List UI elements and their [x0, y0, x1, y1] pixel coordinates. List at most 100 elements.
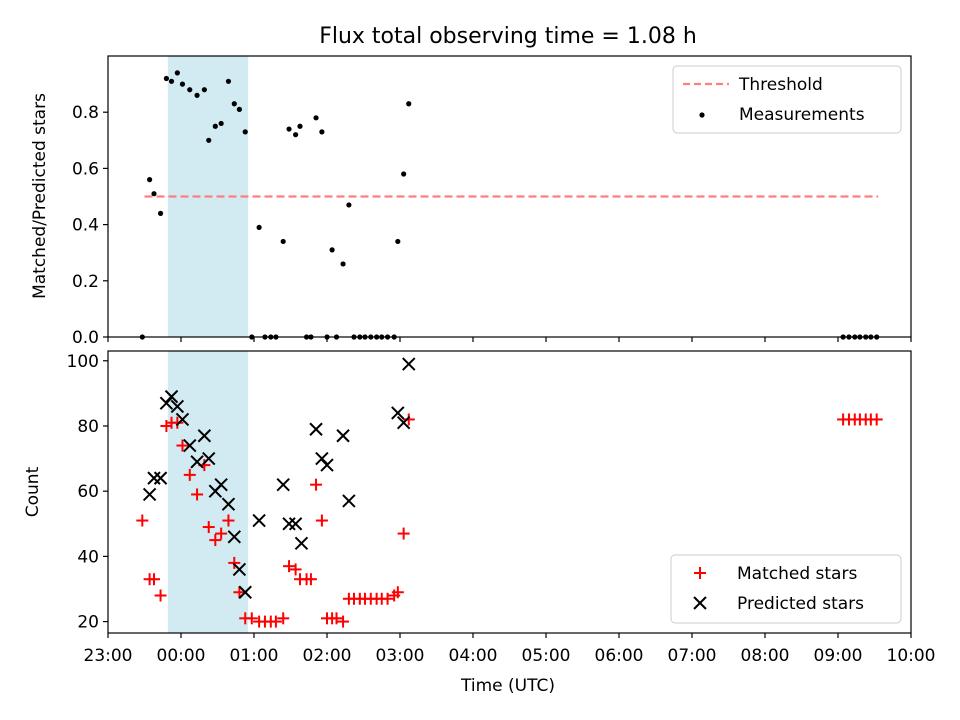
x-tick-label: 23:00 — [84, 646, 133, 666]
measurement-point — [174, 70, 180, 76]
x-tick-label: 07:00 — [668, 646, 717, 666]
predicted-star-point — [396, 416, 411, 430]
predicted-legend-label: Predicted stars — [737, 594, 864, 614]
bottom-y-axis-label: Count — [23, 466, 43, 517]
matched-legend-label: Matched stars — [737, 564, 857, 584]
x-tick-label: 08:00 — [741, 646, 790, 666]
top-y-axis-ticks: 0.0 0.2 0.4 0.6 0.8 — [72, 103, 108, 348]
predicted-star-point — [153, 471, 168, 485]
matched-star-point — [183, 468, 196, 481]
measurement-point — [346, 202, 352, 208]
predicted-star-point — [221, 497, 236, 511]
matched-legend-swatch — [694, 567, 706, 579]
predicted-star-point — [202, 451, 216, 466]
matched-star-point — [330, 612, 343, 625]
predicted-star-point — [320, 458, 334, 472]
x-tick-label: 01:00 — [230, 646, 279, 666]
matched-star-point — [215, 527, 228, 540]
top-axes-frame — [107, 55, 912, 338]
predicted-star-point — [336, 429, 350, 443]
predicted-star-point — [227, 530, 241, 544]
matched-star-point — [304, 573, 317, 586]
top-legend: Threshold Measurements — [672, 65, 902, 134]
measurement-point — [297, 123, 303, 129]
matched-star-point — [337, 615, 350, 628]
measurement-point — [280, 238, 286, 245]
count-panel: 20 40 60 80 100 23:00 00:00 01:00 02:00 03:00 04:… — [23, 350, 936, 696]
predicted-star-point — [183, 438, 197, 453]
measurement-point — [340, 261, 346, 267]
predicted-star-point — [402, 357, 416, 371]
x-axis-label: Time (UTC) — [460, 676, 555, 696]
top-x-axis-ticks — [107, 337, 912, 342]
matched-stars-points — [136, 413, 883, 628]
measurement-point — [157, 210, 164, 216]
predicted-star-point — [282, 517, 296, 531]
measurement-point — [313, 115, 319, 121]
predicted-star-point — [190, 455, 204, 469]
y-tick-label: 40 — [77, 547, 99, 567]
y-tick-label: 80 — [77, 417, 99, 437]
predicted-star-point — [175, 412, 190, 427]
x-tick-label: 09:00 — [814, 646, 863, 666]
ratio-panel: Flux total observing time = 1.08 h 0.00.… — [30, 24, 912, 348]
matched-star-point — [315, 514, 328, 527]
x-tick-label: 04:00 — [449, 646, 498, 666]
x-tick-label: 00:00 — [157, 646, 206, 666]
y-tick-label: 0.2 — [72, 272, 99, 292]
measurement-point — [236, 106, 242, 112]
top-legend-box — [672, 65, 902, 134]
threshold-legend-label: Threshold — [738, 75, 823, 95]
measurement-point — [293, 132, 299, 138]
predicted-star-point — [294, 536, 309, 551]
measurement-point — [147, 177, 153, 183]
matched-star-point — [171, 416, 184, 429]
bottom-x-axis-ticks: 23:00 00:00 01:00 02:00 03:00 04:00 05:00 06:00… — [84, 633, 936, 666]
measurements-legend-label: Measurements — [739, 105, 865, 125]
measurement-point — [194, 92, 200, 98]
predicted-star-point — [342, 494, 356, 508]
bottom-y-axis-ticks: 20 40 60 80 100 — [67, 352, 108, 633]
predicted-star-point — [170, 399, 185, 414]
matched-star-point — [176, 439, 189, 452]
measurement-point — [401, 171, 407, 177]
matched-star-point — [233, 586, 246, 599]
y-tick-label: 60 — [77, 482, 99, 502]
measurement-point — [206, 137, 212, 143]
measurement-point — [168, 78, 175, 84]
matched-star-point — [154, 589, 167, 602]
bottom-axes-frame — [107, 350, 912, 634]
measurement-point — [225, 78, 232, 84]
measurement-point — [242, 129, 248, 135]
top-y-axis-label: Matched/Predicted stars — [30, 93, 50, 299]
matched-star-point — [245, 612, 258, 625]
predicted-star-point — [309, 422, 323, 436]
matched-star-point — [289, 563, 302, 576]
predicted-star-point — [252, 513, 266, 528]
measurement-point — [212, 123, 218, 129]
predicted-star-point — [288, 517, 303, 531]
predicted-star-point — [147, 471, 161, 485]
chart-title: Flux total observing time = 1.08 h — [319, 24, 697, 49]
predicted-star-point — [391, 406, 405, 420]
matched-star-point — [269, 615, 282, 628]
matched-star-point — [283, 560, 296, 573]
y-tick-label: 100 — [67, 352, 99, 372]
matched-star-point — [397, 527, 410, 540]
measurement-point — [201, 87, 207, 93]
measurement-point — [395, 238, 401, 245]
x-tick-label: 03:00 — [376, 646, 425, 666]
y-tick-label: 0.6 — [72, 159, 99, 179]
matched-star-point — [136, 514, 149, 527]
predicted-star-point — [232, 562, 247, 577]
matched-star-point — [147, 573, 160, 586]
predicted-star-point — [214, 477, 228, 492]
y-tick-label: 20 — [77, 613, 99, 633]
bottom-legend: Matched stars Predicted stars — [670, 554, 902, 624]
x-tick-label: 06:00 — [595, 646, 644, 666]
predicted-star-point — [142, 487, 157, 502]
predicted-star-point — [276, 477, 290, 492]
matched-star-point — [191, 488, 204, 501]
y-tick-label: 0.8 — [72, 103, 99, 123]
